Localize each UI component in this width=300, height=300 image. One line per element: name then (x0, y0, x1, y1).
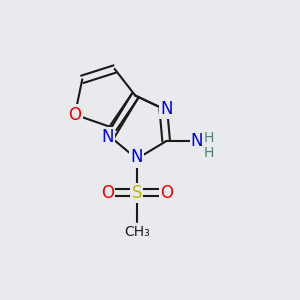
Text: H: H (204, 146, 214, 160)
Text: N: N (130, 148, 143, 166)
Text: O: O (68, 106, 81, 124)
Text: O: O (101, 184, 114, 202)
Text: N: N (160, 100, 172, 118)
Text: N: N (191, 132, 203, 150)
Text: S: S (131, 184, 142, 202)
Text: CH₃: CH₃ (124, 225, 150, 239)
Text: O: O (160, 184, 173, 202)
Text: N: N (101, 128, 114, 146)
Text: H: H (204, 131, 214, 145)
